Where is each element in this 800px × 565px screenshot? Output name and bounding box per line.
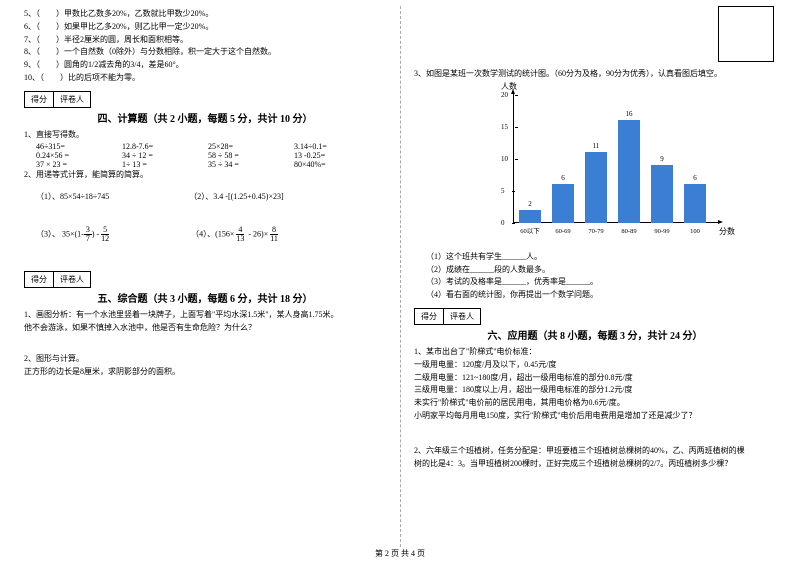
y-tick: 10 — [501, 155, 508, 163]
bar-value: 9 — [651, 155, 673, 163]
x-category: 70-79 — [579, 228, 613, 235]
q6-1-line: 未实行"阶梯式"电价前的居民用电，其用电价格为0.6元/度。 — [414, 397, 776, 410]
score-box: 得分 评卷人 — [24, 91, 386, 108]
formula-row-2: （3）、 35×(1-37) -512 （4）、(156×413 - 26)×8… — [36, 226, 386, 243]
grader-cell: 评卷人 — [53, 271, 91, 288]
formula-1: （1）、85×54÷18÷745 — [36, 191, 109, 202]
grader-cell: 评卷人 — [53, 91, 91, 108]
score-cell: 得分 — [24, 271, 53, 288]
q3-text: 3、如图是某班一次数学测试的统计图。（60分为及格，90分为优秀），认真看图后填… — [414, 68, 776, 81]
calc-cell: 25×28= — [208, 142, 270, 151]
bar: 6 — [552, 184, 574, 222]
bar: 2 — [519, 210, 541, 223]
calc-cell: 46÷315= — [36, 142, 98, 151]
calc-cell: 34 ÷ 12 = — [122, 151, 184, 160]
calc-cell: 1÷ 13 = — [122, 160, 184, 169]
q6-1-line: 1、某市出台了"阶梯式"电价标准： — [414, 346, 776, 359]
bar-value: 6 — [552, 174, 574, 182]
chart-xlabel: 分数 — [719, 226, 735, 237]
page-footer: 第 2 页 共 4 页 — [0, 548, 800, 559]
q5-1-line2: 他不会游泳，如果不慎掉入水池中，他是否有生命危险？为什么？ — [24, 322, 386, 335]
bar-value: 16 — [618, 110, 640, 118]
q3-sub: （1）这个班共有学生______人。 — [426, 251, 776, 264]
bar: 9 — [651, 165, 673, 223]
y-tick: 5 — [501, 187, 505, 195]
score-box: 得分 评卷人 — [24, 271, 386, 288]
x-category: 80-89 — [612, 228, 646, 235]
score-cell: 得分 — [24, 91, 53, 108]
shape-figure — [718, 6, 774, 62]
bar: 6 — [684, 184, 706, 222]
score-cell: 得分 — [414, 308, 443, 325]
y-tick: 20 — [501, 91, 508, 99]
q6-2-line: 树的比是4：3。当甲班植树200棵时，正好完成三个班植树总棵树的2/7。丙班植树… — [414, 458, 776, 471]
calc-cell: 0.24×56 = — [36, 151, 98, 160]
q6-1-line: 一级用电量：120度/月及以下，0.45元/度 — [414, 359, 776, 372]
left-column: 5、（ ）甲数比乙数多20%，乙数就比甲数少20%。 6、（ ）如果甲比乙多20… — [0, 0, 400, 565]
x-category: 90-99 — [645, 228, 679, 235]
bar-value: 6 — [684, 174, 706, 182]
y-tick: 0 — [501, 219, 505, 227]
x-category: 60-69 — [546, 228, 580, 235]
bar: 16 — [618, 120, 640, 222]
section-5-title: 五、综合题（共 3 小题，每题 6 分，共计 18 分） — [24, 290, 386, 305]
section-4-title: 四、计算题（共 2 小题，每题 5 分，共计 10 分） — [24, 110, 386, 125]
calc-cell: 35 ÷ 34 = — [208, 160, 270, 169]
judge-item: 6、（ ）如果甲比乙多20%，则乙比甲一定少20%。 — [24, 21, 386, 34]
q6-2: 2、六年级三个班植树，任务分配是：甲班要植三个班植树总棵树的40%，乙、丙两班植… — [414, 445, 776, 471]
judge-item: 5、（ ）甲数比乙数多20%，乙数就比甲数少20%。 — [24, 8, 386, 21]
bar-chart: 人数 分数 26111696 60以下60-6970-7980-8990-991… — [465, 85, 725, 245]
q6-2-line: 2、六年级三个班植树，任务分配是：甲班要植三个班植树总棵树的40%，乙、丙两班植… — [414, 445, 776, 458]
calc-cell: 3.14÷0.1= — [294, 142, 356, 151]
calc-row: 37 × 23 = 1÷ 13 = 35 ÷ 34 = 80×40%= — [36, 160, 386, 169]
calc-cell: 13 -0.25= — [294, 151, 356, 160]
calc-cell: 37 × 23 = — [36, 160, 98, 169]
q3-subs: （1）这个班共有学生______人。 （2）成绩在______段的人数最多。 （… — [426, 251, 776, 302]
x-category: 60以下 — [513, 225, 547, 235]
judge-item: 8、（ ）一个自然数（0除外）与分数相除，积一定大于这个自然数。 — [24, 46, 386, 59]
calc-row: 0.24×56 = 34 ÷ 12 = 58 ÷ 58 = 13 -0.25= — [36, 151, 386, 160]
q5-1-line1: 1、画图分析：有一个水池里竖着一块牌子，上面写着"平均水深1.5米"，某人身高1… — [24, 309, 386, 322]
column-separator — [400, 6, 401, 547]
grader-cell: 评卷人 — [443, 308, 481, 325]
q4-2: 2、用递等式计算，能简算的简算。 — [24, 169, 386, 182]
q6-1-line: 三级用电量：180度以上/月，超出一级用电标准的部分1.2元/度 — [414, 384, 776, 397]
bar-area: 26111696 — [513, 95, 713, 223]
formula-3: （3）、 35×(1-37) -512 — [36, 226, 111, 243]
bar-value: 11 — [585, 142, 607, 150]
calc-cell: 58 ÷ 58 = — [208, 151, 270, 160]
calc-cell: 12.8-7.6= — [122, 142, 184, 151]
x-category: 100 — [678, 228, 712, 235]
q6-1-line: 二级用电量：121~180度/月，超出一级用电标准的部分0.8元/度 — [414, 372, 776, 385]
section-6-title: 六、应用题（共 8 小题，每题 3 分，共计 24 分） — [414, 327, 776, 342]
judge-item: 7、（ ）半径2厘米的圆，周长和面积相等。 — [24, 34, 386, 47]
q3-sub: （2）成绩在______段的人数最多。 — [426, 264, 776, 277]
bar: 11 — [585, 152, 607, 222]
q6-1: 1、某市出台了"阶梯式"电价标准： 一级用电量：120度/月及以下，0.45元/… — [414, 346, 776, 423]
calc-cell: 80×40%= — [294, 160, 356, 169]
score-box: 得分 评卷人 — [414, 308, 776, 325]
q5-2-line2: 正方形的边长是8厘米，求阴影部分的面积。 — [24, 366, 386, 379]
q4-1: 1、直接写得数。 — [24, 129, 386, 142]
q3-sub: （4）看右面的统计图，你再提出一个数学问题。 — [426, 289, 776, 302]
formula-2: （2）、3.4 -[(1.25+0.45)×23] — [189, 191, 283, 202]
q6-1-line: 小明家平均每月用电150度，实行"阶梯式"电价后用电费用是增加了还是减少了？ — [414, 410, 776, 423]
right-column: 3、如图是某班一次数学测试的统计图。（60分为及格，90分为优秀），认真看图后填… — [400, 0, 800, 565]
q3-sub: （3）考试的及格率是______，优秀率是______。 — [426, 276, 776, 289]
judge-item: 10、（ ）比的后项不能为零。 — [24, 72, 386, 85]
formula-row-1: （1）、85×54÷18÷745 （2）、3.4 -[(1.25+0.45)×2… — [36, 191, 386, 202]
calc-row: 46÷315= 12.8-7.6= 25×28= 3.14÷0.1= — [36, 142, 386, 151]
judge-item: 9、（ ）圆角的1/2减去角的3/4，差是60°。 — [24, 59, 386, 72]
q5-2-line1: 2、图形与计算。 — [24, 353, 386, 366]
judge-list: 5、（ ）甲数比乙数多20%，乙数就比甲数少20%。 6、（ ）如果甲比乙多20… — [24, 8, 386, 85]
y-tick: 15 — [501, 123, 508, 131]
bar-value: 2 — [519, 200, 541, 208]
formula-4: （4）、(156×413 - 26)×811 — [191, 226, 280, 243]
